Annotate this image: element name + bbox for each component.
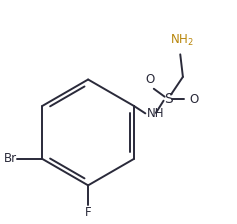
Text: O: O bbox=[145, 73, 155, 86]
Text: O: O bbox=[190, 93, 199, 106]
Text: NH$_2$: NH$_2$ bbox=[170, 33, 193, 48]
Text: Br: Br bbox=[4, 152, 17, 165]
Text: F: F bbox=[85, 206, 91, 219]
Text: S: S bbox=[164, 92, 173, 106]
Text: NH: NH bbox=[147, 107, 165, 121]
